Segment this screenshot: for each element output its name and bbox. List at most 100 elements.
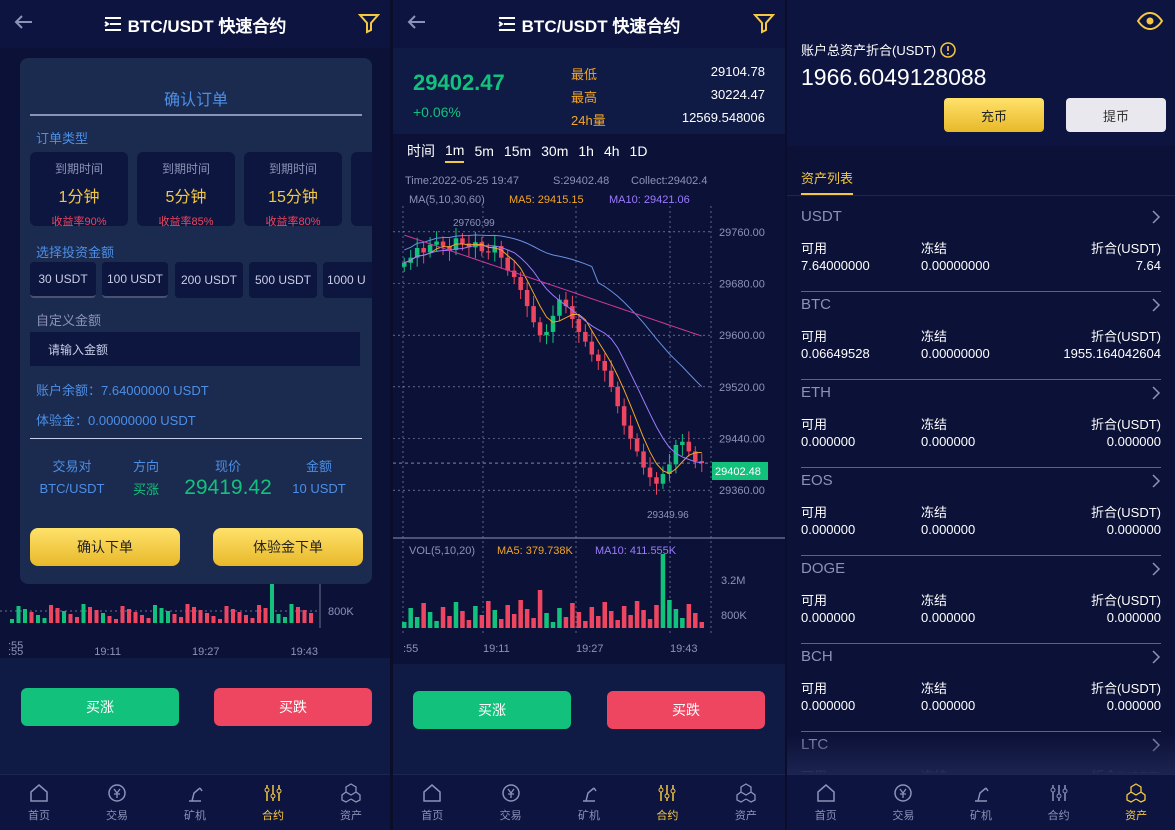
tab-miner[interactable]: 矿机 [156, 775, 234, 830]
summary-headers: 交易对 方向 现价 金额 [20, 456, 372, 475]
trial-order-button[interactable]: 体验金下单 [213, 528, 363, 566]
timeframe-1m[interactable]: 1m [445, 142, 465, 163]
amount-label: 选择投资金额 [36, 245, 115, 260]
volume-bar [55, 608, 60, 623]
buy-up-button[interactable]: 买涨 [21, 688, 179, 726]
candle-body [699, 461, 705, 464]
candlestick-chart[interactable]: 29760.00 29680.00 29600.00 29520.00 29440.00… [393, 166, 785, 666]
asset-row-doge[interactable]: DOGE 可用 冻结 折合(USDT) 0.000000 0.000000 0.000000 [801, 556, 1161, 644]
summary-price: 29419.42 [184, 476, 272, 499]
tab-home[interactable]: 首页 [393, 775, 471, 830]
buy-up-button[interactable]: 买涨 [413, 691, 571, 729]
timeframe-1d[interactable]: 1D [629, 142, 648, 159]
volume-bar [146, 618, 151, 623]
confirm-order-button[interactable]: 确认下单 [30, 528, 180, 566]
asset-row-usdt[interactable]: USDT 可用 冻结 折合(USDT) 7.64000000 0.00000000 7.64 [801, 204, 1161, 292]
amount-option[interactable]: 100 USDT [102, 262, 168, 298]
back-arrow-icon[interactable] [12, 10, 36, 34]
tab-contract[interactable]: 合约 [1020, 775, 1098, 830]
y-tick-label: 29680.00 [719, 279, 765, 291]
timeframe-30m[interactable]: 30m [541, 142, 569, 159]
amount-option[interactable]: 30 USDT [30, 262, 96, 298]
expiry-card-5m[interactable]: 到期时间 5分钟 收益率85% [137, 152, 235, 228]
volume-bar [673, 609, 679, 628]
x-tick: :55 [8, 646, 24, 658]
amount-option[interactable]: 1000 U [323, 262, 372, 298]
tab-contract[interactable]: 合约 [628, 775, 706, 830]
filter-icon[interactable] [358, 12, 380, 34]
volume-bar [654, 605, 659, 628]
robot-arm-icon [189, 787, 203, 802]
asset-row-eos[interactable]: EOS 可用 冻结 折合(USDT) 0.000000 0.000000 0.000000 [801, 468, 1161, 556]
volume-bar [518, 600, 523, 628]
expiry-card-15m[interactable]: 到期时间 15分钟 收益率80% [244, 152, 342, 228]
sliders-icon [264, 785, 282, 801]
home-icon [423, 784, 441, 802]
asset-name: ETH [801, 384, 831, 401]
volume-bar [133, 612, 138, 623]
filter-icon[interactable] [753, 12, 775, 34]
timeframe-15m[interactable]: 15m [503, 142, 532, 159]
tab-home[interactable]: 首页 [787, 775, 865, 830]
tab-trade[interactable]: 交易 [471, 775, 549, 830]
candle-body [524, 289, 530, 307]
candle-body [544, 331, 549, 336]
volume-bar [434, 621, 439, 628]
volume-bar [75, 617, 79, 623]
tab-trade[interactable]: 交易 [865, 775, 943, 830]
amount-option[interactable]: 500 USDT [249, 262, 317, 298]
vol-ma5: MA5: 379.738K [497, 545, 573, 557]
candle-body [440, 241, 446, 247]
volume-bar [427, 612, 433, 628]
list-icon [498, 17, 515, 31]
tab-assets[interactable]: 资产 [312, 775, 390, 830]
timeframe-5m[interactable]: 5m [474, 142, 494, 159]
top-bar: BTC/USDT 快速合约 [0, 0, 390, 48]
tab-contract[interactable]: 合约 [234, 775, 312, 830]
tab-home[interactable]: 首页 [0, 775, 78, 830]
volume-bar [473, 606, 478, 628]
buy-down-button[interactable]: 买跌 [214, 688, 372, 726]
ma60-line [404, 234, 702, 337]
candle-body [486, 251, 491, 253]
candle-body [660, 474, 666, 484]
volume-bar [544, 613, 549, 628]
sliders-icon [658, 785, 676, 801]
timeframe-time[interactable]: 时间 [407, 142, 435, 159]
asset-name: BTC [801, 296, 831, 313]
asset-row-bch[interactable]: BCH 可用 冻结 折合(USDT) 0.000000 0.000000 0.000000 [801, 644, 1161, 732]
tab-trade[interactable]: 交易 [78, 775, 156, 830]
tab-assets[interactable]: 资产 [707, 775, 785, 830]
buy-down-button[interactable]: 买跌 [607, 691, 765, 729]
volume-bar [550, 622, 556, 628]
withdraw-button[interactable]: 提币 [1066, 98, 1166, 132]
timeframe-1h[interactable]: 1h [578, 142, 594, 159]
total-assets-title: 账户总资产折合(USDT) [801, 43, 937, 58]
asset-list-tab[interactable]: 资产列表 [801, 168, 854, 195]
max-marker: 29760.99 [453, 218, 495, 229]
ma10-value: MA10: 29421.06 [609, 194, 690, 206]
tab-assets[interactable]: 资产 [1097, 775, 1175, 830]
asset-row-btc[interactable]: BTC 可用 冻结 折合(USDT) 0.06649528 0.00000000 1955.… [801, 292, 1161, 380]
deposit-button[interactable]: 充币 [944, 98, 1044, 132]
eye-icon[interactable] [1137, 12, 1163, 30]
y-tick-label: 29520.00 [719, 382, 765, 394]
expiry-card-partial[interactable] [351, 152, 372, 226]
y-tick-label: 29600.00 [719, 330, 765, 342]
amount-option[interactable]: 200 USDT [175, 262, 243, 298]
custom-amount-input[interactable]: 请输入金额 [30, 332, 360, 366]
asset-row-eth[interactable]: ETH 可用 冻结 折合(USDT) 0.000000 0.000000 0.000000 [801, 380, 1161, 468]
candle-body [427, 244, 433, 253]
converted-value: 0.000000 [1106, 522, 1161, 537]
back-arrow-icon[interactable] [405, 10, 429, 34]
expiry-card-1m[interactable]: 到期时间 1分钟 收益率90% [30, 152, 128, 228]
asset-name: DOGE [801, 560, 846, 577]
volume-bar [602, 602, 608, 628]
converted-value: 0.000000 [1106, 698, 1161, 713]
tab-miner[interactable]: 矿机 [550, 775, 628, 830]
avail-label: 可用 [801, 593, 828, 608]
info-icon[interactable] [940, 41, 956, 58]
expiry-label: 到期时间 [268, 162, 317, 176]
tab-miner[interactable]: 矿机 [942, 775, 1020, 830]
timeframe-4h[interactable]: 4h [603, 142, 620, 159]
